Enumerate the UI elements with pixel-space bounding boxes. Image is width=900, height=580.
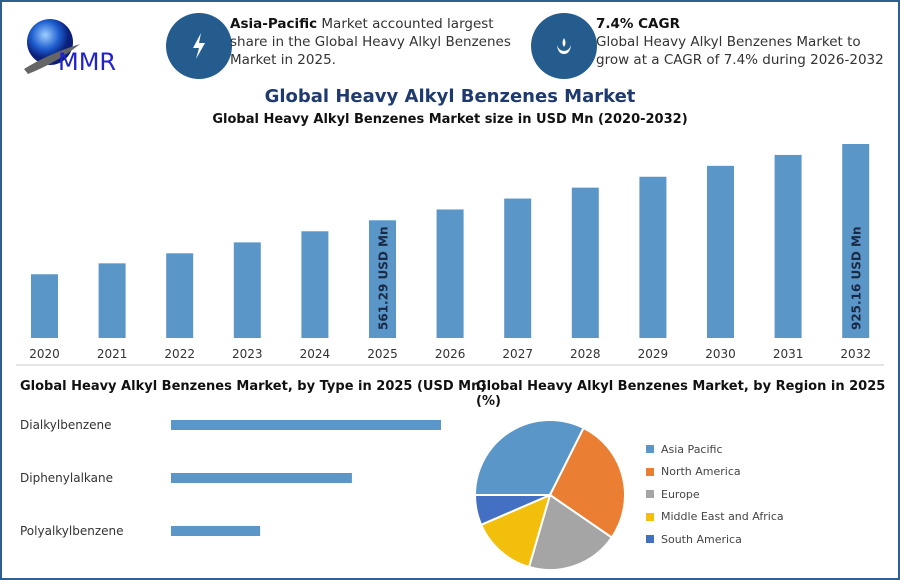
legend-swatch (646, 467, 654, 476)
region-pie-chart (473, 419, 626, 571)
x-tick-label: 2020 (29, 347, 60, 361)
mmr-logo: MMR (18, 14, 138, 76)
x-tick-label: 2029 (638, 347, 669, 361)
highlight-bold: 7.4% CAGR (596, 16, 680, 32)
region-chart-title: Global Heavy Alkyl Benzenes Market, by R… (476, 379, 886, 409)
lightning-icon (193, 33, 205, 59)
bar-2030 (707, 165, 734, 338)
legend-swatch (646, 512, 654, 521)
bar-2031 (774, 154, 802, 338)
bar-chart-title: Global Heavy Alkyl Benzenes Market size … (212, 112, 688, 127)
x-tick-label: 2027 (502, 347, 533, 361)
x-tick-label: 2028 (570, 347, 601, 361)
x-tick-label: 2023 (232, 347, 263, 361)
bar-dialkylbenzene (171, 420, 441, 430)
pie-slice-north-america (548, 426, 626, 539)
x-tick-label: 2022 (164, 347, 195, 361)
bar-2021 (98, 263, 126, 338)
legend-item: Europe (646, 483, 784, 506)
legend-item: South America (646, 528, 784, 551)
bar-2024 (301, 231, 329, 338)
bar-2027 (504, 198, 532, 338)
legend-label: Asia Pacific (661, 442, 723, 456)
legend-label: Europe (661, 487, 700, 501)
pie-slice-europe (527, 493, 614, 571)
type-bar-chart: Dialkylbenzene Diphenylalkane Polyalkylben… (20, 418, 441, 538)
legend-label: Middle East and Africa (661, 510, 784, 524)
x-tick-label: 2024 (300, 347, 331, 361)
legend-item: Middle East and Africa (646, 506, 784, 529)
highlight-icon-circle (531, 13, 597, 79)
bar-diphenylalkane (171, 473, 352, 483)
main-title: Global Heavy Alkyl Benzenes Market (264, 86, 636, 107)
x-tick-label: 2032 (840, 347, 871, 361)
bar-2028 (571, 187, 599, 338)
legend-swatch (646, 490, 654, 499)
highlight-asia-pacific: Asia-Pacific Market accounted largest sh… (230, 15, 520, 69)
flame-hand-icon (557, 38, 571, 54)
highlight-cagr: 7.4% CAGR Global Heavy Alkyl Benzenes Mar… (596, 15, 886, 69)
type-chart-title: Global Heavy Alkyl Benzenes Market, by T… (20, 379, 487, 394)
bar-polyalkylbenzene (171, 526, 261, 536)
data-label-2032: 925.16 USD Mn (850, 227, 864, 331)
legend-swatch (646, 445, 654, 454)
market-size-bar-chart: 2020 2021 2022 2023 2024 2025 561.29 USD Mn 202… (16, 144, 884, 366)
highlight-icon-circle (166, 13, 232, 79)
x-tick-label: 2030 (705, 347, 736, 361)
pie-slice-asia-pacific (473, 419, 585, 496)
legend-swatch (646, 535, 654, 544)
x-tick-label: 2031 (773, 347, 804, 361)
legend-item: Asia Pacific (646, 438, 784, 461)
bar-2022 (166, 253, 194, 338)
legend-item: North America (646, 461, 784, 484)
x-tick-label: 2026 (435, 347, 466, 361)
category-label: Dialkylbenzene (20, 418, 112, 432)
bar-2025 (369, 220, 396, 338)
bar-2020 (31, 274, 58, 338)
pie-legend: Asia Pacific North America Europe Middle Ea… (646, 438, 784, 551)
category-label: Diphenylalkane (20, 471, 113, 485)
legend-label: North America (661, 465, 741, 479)
highlight-text: Global Heavy Alkyl Benzenes Market to gr… (596, 34, 884, 68)
x-tick-label: 2021 (97, 347, 128, 361)
bar-2029 (639, 176, 667, 338)
bar-2032 (842, 144, 870, 338)
legend-label: South America (661, 532, 742, 546)
pie-slice-middle-east-and-africa (479, 493, 552, 569)
data-label-2025: 561.29 USD Mn (377, 227, 391, 331)
logo-text: MMR (58, 48, 116, 76)
highlight-bold: Asia-Pacific (230, 16, 318, 32)
bar-2023 (233, 242, 261, 338)
highlight-text: Market accounted largest share in the Gl… (230, 16, 511, 68)
bar-2026 (436, 209, 464, 338)
category-label: Polyalkylbenzene (20, 524, 124, 538)
x-tick-label: 2025 (367, 347, 398, 361)
pie-slice-south-america (473, 494, 551, 527)
